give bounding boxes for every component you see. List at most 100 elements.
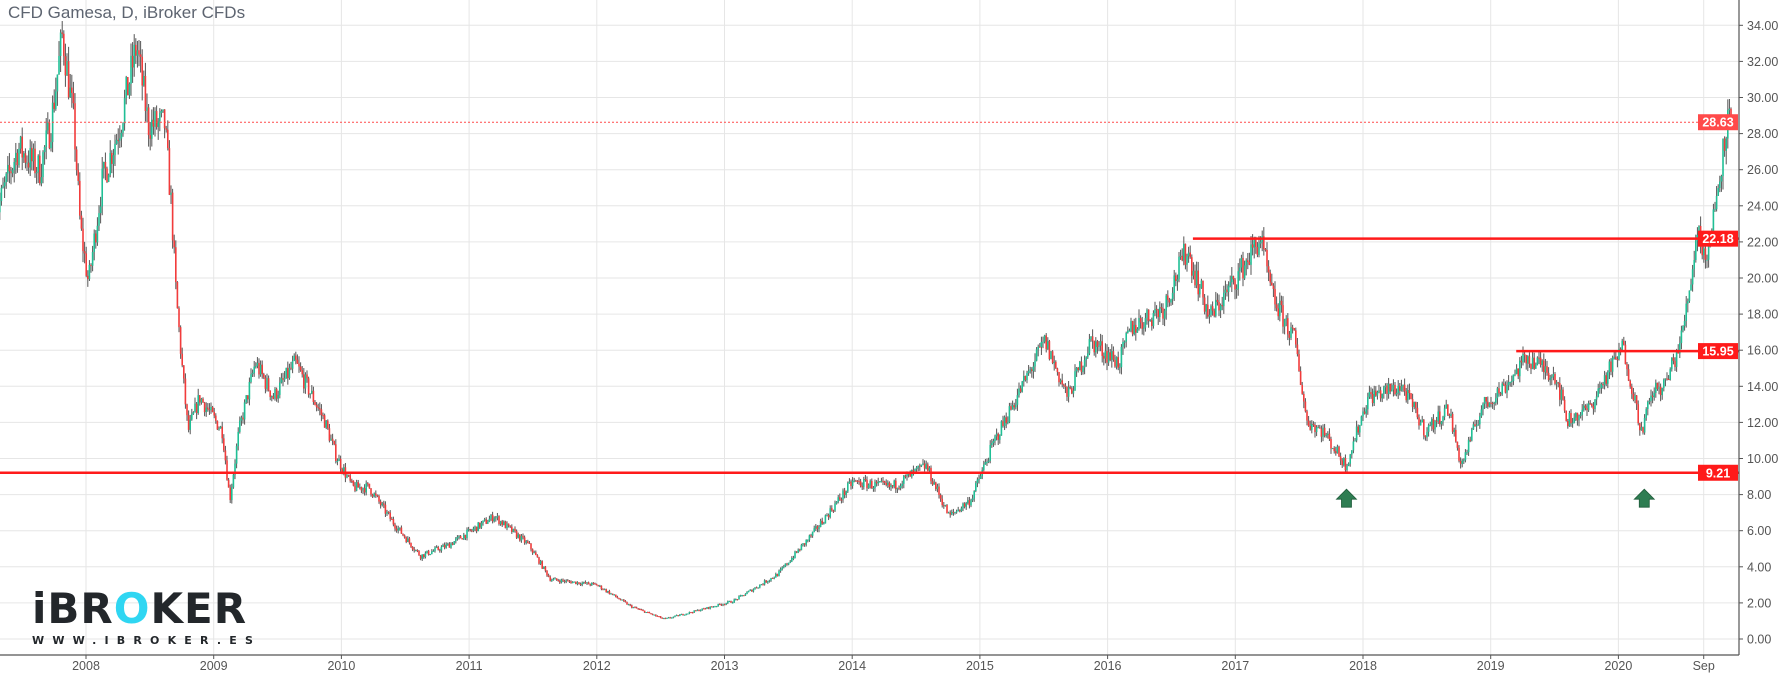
candle [947,512,950,514]
candle [960,508,963,512]
candle [383,503,385,505]
candle [1203,297,1206,312]
candle [1309,426,1312,430]
x-tick-label: 2018 [1349,659,1377,673]
candle [208,409,211,411]
candle [1021,381,1024,392]
y-tick-label: 2.00 [1747,596,1771,610]
candle [357,482,360,488]
candle [623,599,625,601]
candle [503,521,505,525]
candle [5,173,8,183]
candle [1403,384,1406,392]
candle [365,483,368,493]
candle [1496,388,1499,399]
price-badges: 22.18 15.95 9.21 28.63 [1698,114,1738,481]
candle [1698,225,1700,235]
candle [1338,446,1340,457]
candle [106,168,108,182]
candle [267,378,270,391]
candle [1626,364,1628,370]
candle [989,445,992,461]
candle [1666,378,1668,380]
candle [751,589,753,592]
candle [536,555,539,558]
candle [298,363,300,367]
candle [1656,382,1659,389]
candle [1461,460,1464,464]
candle [1451,413,1454,432]
candle [1416,407,1419,418]
candle [573,581,576,583]
x-tick-label: 2017 [1221,659,1249,673]
candle [1245,260,1248,266]
candle [1119,367,1121,369]
candle [1093,340,1096,353]
candle [1395,392,1398,395]
candle [531,549,534,553]
candle [1250,244,1252,265]
candle [677,615,680,617]
candle [171,192,174,241]
candle [1351,450,1353,455]
candle [904,475,907,477]
candle [1341,460,1344,466]
candle [1714,209,1716,211]
candle [843,490,846,495]
candle [195,403,198,413]
candle [202,398,204,403]
candle [1179,255,1182,257]
candle [602,589,604,591]
y-tick-label: 34.00 [1747,19,1778,33]
candle [771,578,774,580]
candle [328,428,331,441]
candle [1163,310,1166,319]
candle [1378,390,1380,393]
candle [951,511,953,515]
candle [1687,301,1689,304]
candle [3,182,6,187]
candle [925,464,928,469]
candle [115,139,118,144]
candle [231,487,233,501]
candle [1231,276,1233,283]
candle [1320,428,1323,437]
candle [955,511,958,513]
candle [864,479,867,481]
candle [1623,340,1625,345]
candle [707,607,710,609]
candle [655,614,657,616]
candle [155,111,158,127]
candle [32,148,35,162]
candle [608,590,611,594]
candle [325,420,328,428]
candle [405,537,408,542]
candle [1053,361,1056,364]
candle [352,480,355,486]
candle [1693,259,1696,270]
candle [499,521,502,524]
candle [1567,420,1569,427]
candle [175,247,177,283]
candle [451,543,454,545]
candle [669,617,672,619]
candle [651,613,654,615]
candle [1008,406,1011,423]
candle [411,546,414,550]
candle [1456,441,1459,448]
candle [599,585,601,587]
candle [1251,244,1254,248]
y-tick-label: 30.00 [1747,91,1778,105]
candle [219,426,222,429]
candle [896,487,899,490]
candle [1365,409,1368,414]
candle [672,616,675,618]
candle [408,538,411,543]
candle [307,378,310,395]
candle [104,162,107,169]
candle [787,562,790,565]
candle [1439,411,1441,425]
candle [1184,243,1187,265]
candle [237,431,240,447]
